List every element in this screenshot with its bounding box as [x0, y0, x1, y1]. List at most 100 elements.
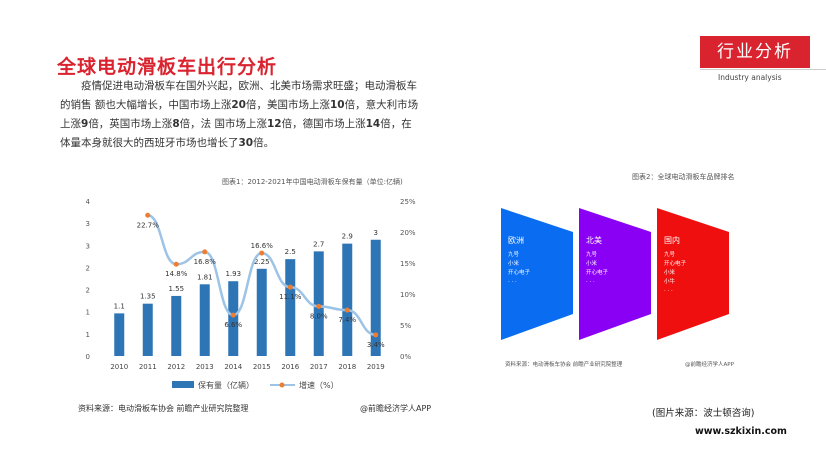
figure2-source: 资料来源：电动滑板车协会 前瞻产业研究院整理 — [505, 362, 623, 368]
bar — [171, 295, 182, 356]
y-left-tick: 3 — [86, 242, 90, 250]
bar-label: 1.93 — [225, 270, 241, 278]
bar-label: 1.35 — [140, 293, 156, 301]
brand-item: 开心电子 — [508, 270, 531, 276]
growth-label: 6.6% — [224, 321, 242, 329]
y-left-tick: 3 — [86, 220, 90, 228]
brand-item: 开心电子 — [586, 270, 609, 276]
growth-label: 16.8% — [194, 258, 217, 266]
chart1-credit: @前瞻经济学人APP — [360, 404, 432, 413]
bar — [142, 303, 153, 356]
figure2-title: 图表2：全球电动滑板车品牌排名 — [632, 173, 735, 181]
brand-item: 小米 — [586, 261, 598, 267]
bar — [114, 313, 125, 356]
section-tag: 行业分析 — [700, 36, 810, 68]
intro-paragraph: 疫情促进电动滑板车在国外兴起，欧洲、北美市场需求旺盛；电动滑板车的销售 额也大幅… — [60, 77, 422, 153]
bar — [199, 284, 210, 356]
brand-item: · · · — [664, 288, 673, 294]
y-right-tick: 15% — [400, 260, 416, 268]
growth-point — [373, 332, 379, 338]
brand-item: 九号 — [664, 252, 676, 258]
x-tick: 2019 — [367, 363, 385, 371]
paragraph-text: 倍。 — [253, 137, 275, 149]
paragraph-text: 倍，英国市场上涨 — [88, 118, 173, 130]
growth-label: 8.0% — [310, 312, 328, 320]
brand-item: · · · — [508, 279, 517, 285]
brand-item: 小米 — [664, 270, 676, 276]
bar — [342, 243, 353, 356]
region-1: 北美九号小米开心电子 · · · — [586, 236, 608, 287]
growth-label: 7.4% — [338, 316, 356, 324]
bar-label: 3 — [374, 229, 378, 237]
growth-point — [173, 261, 179, 267]
y-right-tick: 25% — [400, 198, 416, 206]
figure2-credit: @前瞻经济学人APP — [685, 362, 734, 368]
highlight-number: 30 — [238, 137, 254, 149]
bar — [370, 239, 381, 356]
x-tick: 2018 — [338, 363, 356, 371]
y-left-tick: 2 — [86, 287, 90, 295]
image-source: (图片来源：波士顿咨询) — [652, 408, 755, 419]
bar-label: 2.9 — [342, 233, 353, 241]
x-tick: 2013 — [196, 363, 214, 371]
highlight-number: 12 — [266, 118, 282, 130]
page-title: 全球电动滑板车出行分析 — [57, 56, 278, 78]
chart1-source: 资料来源：电动滑板车协会 前瞻产业研究院整理 — [78, 404, 249, 413]
region-name: 国内 — [664, 236, 680, 245]
bar-label: 1.55 — [168, 285, 184, 293]
x-tick: 2011 — [139, 363, 157, 371]
x-tick: 2015 — [253, 363, 271, 371]
growth-label: 14.8% — [165, 270, 188, 278]
chart1: 0 1 1 2 2 3 3 4 0% 5% 10% 15% 20% 25% 1.1 2010 1.35 2011 1… — [86, 198, 416, 390]
paragraph-text: 倍，在体量本身就很大的西班牙市场也增长了 — [60, 118, 412, 149]
figure2-shapes — [501, 208, 729, 340]
region-shape — [501, 208, 573, 340]
y-left-tick: 4 — [86, 198, 91, 206]
growth-point — [259, 250, 265, 256]
bar-label: 1.1 — [114, 302, 125, 310]
legend-bar-swatch — [172, 381, 194, 388]
legend-line-label: 增速（%） — [299, 380, 339, 390]
brand-item: 开心电子 — [664, 261, 687, 267]
brand-item: 九号 — [508, 252, 520, 258]
y-left-tick: 1 — [86, 309, 90, 317]
growth-point — [287, 284, 293, 290]
chart1-title: 图表1：2012-2021年中国电动滑板车保有量（单位:亿辆) — [222, 178, 403, 186]
highlight-number: 14 — [365, 118, 381, 130]
y-right-tick: 20% — [400, 229, 416, 237]
legend-line-marker — [279, 382, 285, 388]
brand-item: · · · — [586, 279, 595, 285]
region-2: 国内 九号 开心电子 小米 小牛 · · · — [664, 236, 686, 296]
paragraph-text: 倍，意大利市场上涨 — [60, 99, 419, 130]
brand-item: 九号 — [586, 252, 598, 258]
y-right-tick: 0% — [400, 353, 411, 361]
bar — [285, 259, 296, 356]
legend-bar-label: 保有量（亿辆） — [198, 380, 254, 390]
bar — [256, 268, 267, 356]
y-left-tick: 1 — [86, 331, 90, 339]
website: www.szkixin.com — [695, 426, 787, 437]
region-0: 欧洲 九号 小米 开心电子 · · · — [508, 236, 530, 287]
highlight-number: 10 — [329, 99, 345, 111]
region-name: 北美 — [586, 236, 602, 245]
growth-point — [344, 307, 350, 313]
paragraph-text: 倍，美国市场上涨 — [245, 99, 330, 111]
x-tick: 2010 — [110, 363, 128, 371]
x-tick: 2016 — [281, 363, 299, 371]
bar-label: 1.81 — [197, 273, 213, 281]
growth-point — [316, 303, 322, 309]
y-right-tick: 5% — [400, 322, 411, 330]
bar — [228, 281, 239, 356]
growth-point — [230, 312, 236, 318]
y-left-tick: 2 — [86, 264, 90, 272]
y-right-tick: 10% — [400, 291, 416, 299]
growth-label: 16.6% — [251, 242, 274, 250]
bar-label: 2.25 — [254, 258, 270, 266]
growth-point — [202, 249, 208, 255]
region-name: 欧洲 — [508, 236, 524, 245]
growth-label: 22.7% — [137, 221, 160, 229]
paragraph-text: 疫情促进电动滑板车在国外兴起，欧洲、北美市场需求旺盛；电动滑板车的销售 额也大幅… — [60, 80, 417, 111]
y-left-tick: 0 — [86, 353, 90, 361]
highlight-number: 8 — [172, 118, 180, 130]
growth-line — [147, 214, 376, 337]
